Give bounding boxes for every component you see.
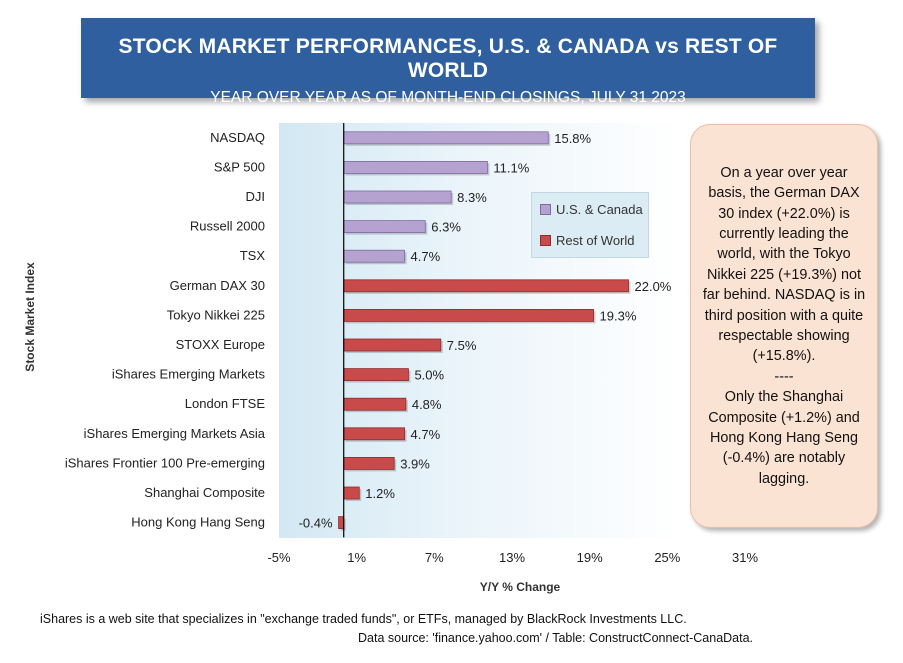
category-label: German DAX 30: [170, 278, 265, 293]
category-label: S&P 500: [214, 159, 265, 174]
x-tick-label: 1%: [347, 550, 366, 565]
x-tick-label: 31%: [732, 550, 758, 565]
category-label: Russell 2000: [190, 219, 265, 234]
y-axis-title: Stock Market Index: [23, 262, 37, 372]
category-label: Hong Kong Hang Seng: [131, 515, 265, 530]
data-label: 7.5%: [447, 338, 477, 353]
data-label: 3.9%: [400, 456, 430, 471]
bar: [343, 220, 426, 234]
category-label: DJI: [246, 189, 266, 204]
legend: U.S. & Canada Rest of World: [531, 192, 649, 258]
commentary-text: On a year over year basis, the German DA…: [702, 164, 866, 487]
x-tick-label: 19%: [577, 550, 603, 565]
legend-item-us-canada: U.S. & Canada: [540, 202, 643, 217]
title-banner: STOCK MARKET PERFORMANCES, U.S. & CANADA…: [81, 18, 815, 106]
chart-subtitle: YEAR OVER YEAR AS OF MONTH-END CLOSINGS,…: [210, 89, 686, 106]
category-label: Tokyo Nikkei 225: [167, 307, 265, 322]
data-label: 11.1%: [493, 160, 529, 175]
footnote-ishares: iShares is a web site that specializes i…: [40, 612, 687, 626]
bar: [343, 338, 442, 352]
data-label: 1.2%: [365, 486, 395, 501]
data-label: 6.3%: [431, 220, 461, 235]
category-label: NASDAQ: [210, 130, 265, 145]
x-tick-label: 13%: [499, 550, 525, 565]
category-label: TSX: [240, 248, 266, 263]
bar: [338, 516, 345, 529]
chart-title: STOCK MARKET PERFORMANCES, U.S. & CANADA…: [118, 35, 778, 82]
category-label: STOXX Europe: [176, 337, 265, 352]
legend-item-rest-of-world: Rest of World: [540, 233, 635, 248]
x-tick-label: 25%: [654, 550, 680, 565]
category-label: Shanghai Composite: [144, 485, 265, 500]
bar: [343, 456, 395, 470]
bar: [343, 427, 405, 441]
bar: [343, 368, 409, 382]
data-label: 8.3%: [457, 190, 487, 205]
data-label: 4.8%: [412, 397, 442, 412]
bar: [343, 397, 407, 411]
data-label: -0.4%: [299, 516, 333, 531]
bar: [343, 486, 360, 500]
bar: [343, 308, 594, 322]
bar: [343, 279, 629, 293]
category-label: London FTSE: [185, 396, 266, 411]
legend-label-us-canada: U.S. & Canada: [556, 202, 643, 217]
category-label: iShares Emerging Markets Asia: [84, 426, 266, 441]
data-label: 15.8%: [554, 131, 591, 146]
data-label: 5.0%: [414, 368, 444, 383]
bar: [343, 190, 452, 204]
category-label: iShares Frontier 100 Pre-emerging: [65, 455, 265, 470]
x-axis-title: Y/Y % Change: [479, 580, 561, 594]
commentary-box: On a year over year basis, the German DA…: [690, 124, 878, 528]
x-tick-label: -5%: [267, 550, 291, 565]
legend-swatch-us-canada: [540, 204, 551, 215]
data-label: 22.0%: [635, 279, 672, 294]
data-label: 19.3%: [600, 308, 637, 323]
data-label: 4.7%: [411, 427, 441, 442]
footnote-source: Data source: 'finance.yahoo.com' / Table…: [358, 631, 754, 645]
legend-label-rest-of-world: Rest of World: [556, 233, 635, 248]
category-label: iShares Emerging Markets: [112, 367, 266, 382]
legend-swatch-rest-of-world: [540, 235, 551, 246]
x-tick-label: 7%: [425, 550, 444, 565]
data-label: 4.7%: [411, 249, 441, 264]
bar: [343, 249, 405, 263]
bar: [343, 131, 549, 145]
bar: [343, 160, 488, 174]
